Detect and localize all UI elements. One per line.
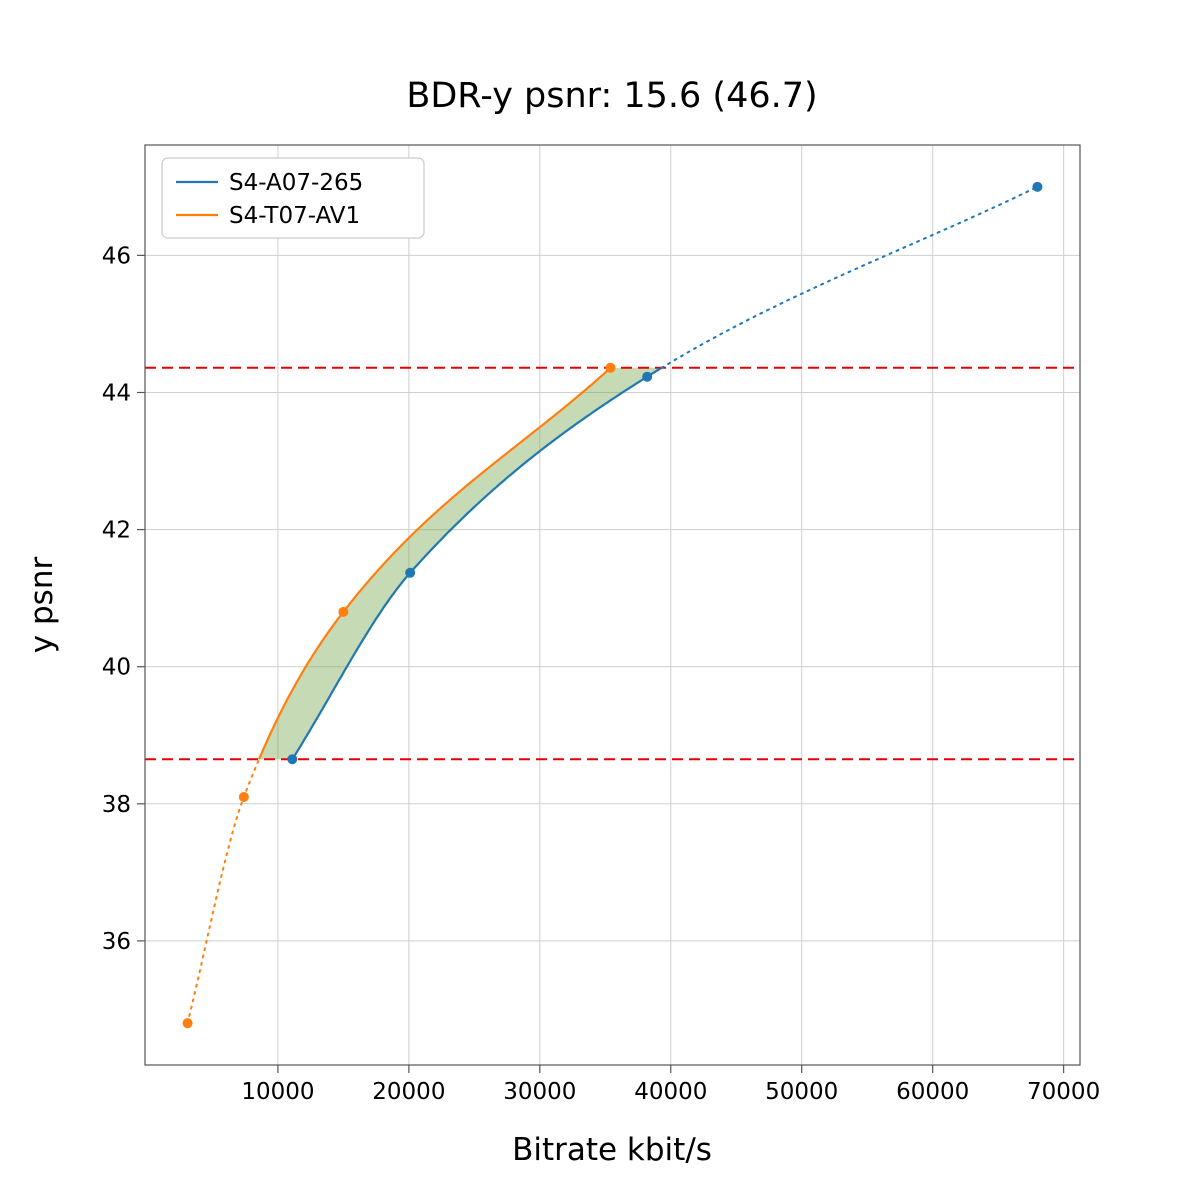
axis-ticks: 10000 20000 30000 40000 50000 60000 70000 36 38 4… bbox=[102, 243, 1100, 1105]
x-tick-label: 70000 bbox=[1027, 1079, 1100, 1105]
x-tick-label: 30000 bbox=[503, 1079, 576, 1105]
data-point bbox=[605, 362, 616, 373]
y-tick-label: 46 bbox=[102, 243, 131, 269]
x-axis-label: Bitrate kbit/s bbox=[512, 1132, 712, 1168]
x-tick-label: 50000 bbox=[765, 1079, 838, 1105]
curve-dotted bbox=[186, 758, 260, 1025]
data-point bbox=[238, 791, 249, 802]
legend-label: S4-T07-AV1 bbox=[229, 203, 360, 229]
bd-area bbox=[259, 367, 662, 760]
data-point bbox=[642, 371, 653, 382]
curve-solid bbox=[291, 366, 663, 760]
y-tick-label: 36 bbox=[102, 929, 131, 955]
bd-shaded-region bbox=[259, 367, 662, 760]
overlap-reference-lines bbox=[145, 366, 1080, 761]
data-point bbox=[182, 1018, 193, 1029]
y-tick-label: 40 bbox=[102, 655, 131, 681]
plot-border bbox=[144, 144, 1081, 1066]
legend-box bbox=[161, 157, 425, 239]
series-S4-A07-265 bbox=[287, 181, 1043, 765]
data-point bbox=[405, 567, 416, 578]
x-tick-label: 60000 bbox=[896, 1079, 969, 1105]
grid bbox=[145, 145, 1080, 1065]
series-S4-T07-AV1 bbox=[182, 362, 616, 1029]
x-tick-label: 10000 bbox=[241, 1079, 314, 1105]
y-tick-label: 38 bbox=[102, 792, 131, 818]
curve-dotted bbox=[660, 185, 1039, 369]
data-point bbox=[1032, 181, 1043, 192]
legend-label: S4-A07-265 bbox=[229, 170, 363, 196]
y-tick-label: 44 bbox=[102, 380, 131, 406]
data-point bbox=[338, 606, 349, 617]
series-curves bbox=[182, 181, 1043, 1029]
y-axis-label: y psnr bbox=[24, 557, 60, 654]
x-tick-label: 20000 bbox=[372, 1079, 445, 1105]
chart-title: BDR-y psnr: 15.6 (46.7) bbox=[406, 76, 817, 116]
curve-solid bbox=[257, 366, 612, 760]
x-tick-label: 40000 bbox=[634, 1079, 707, 1105]
legend: S4-A07-265 S4-T07-AV1 bbox=[161, 157, 425, 239]
y-tick-label: 42 bbox=[102, 518, 131, 544]
data-point bbox=[287, 754, 298, 765]
